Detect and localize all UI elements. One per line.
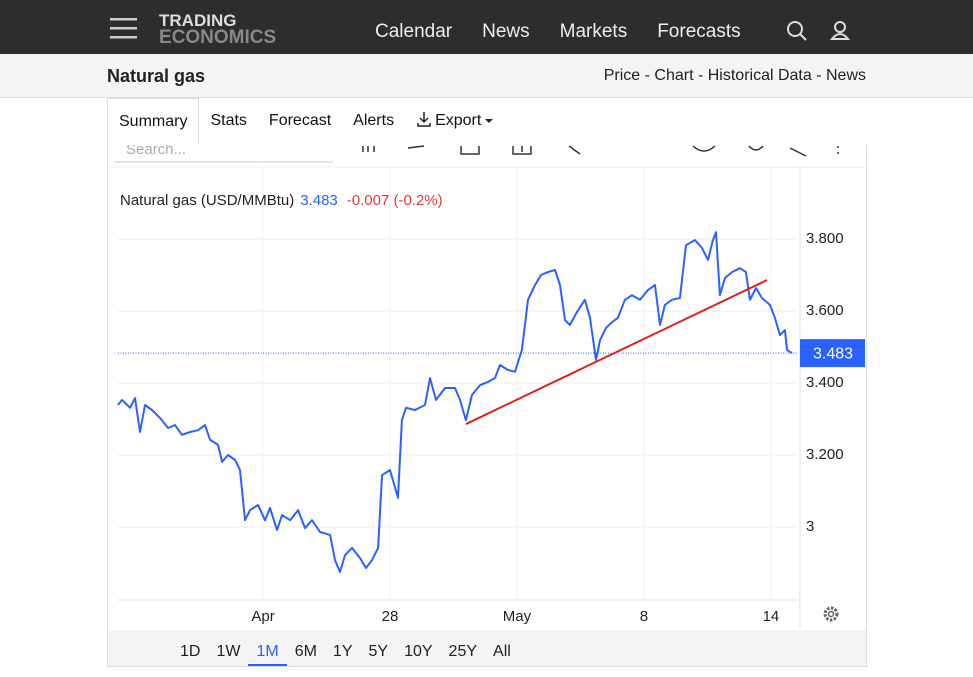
sub-bar: Natural gas Price - Chart - Historical D…: [0, 54, 973, 98]
range-bar: 1D 1W 1M 6M 1Y 5Y 10Y 25Y All: [108, 630, 866, 666]
last-price-badge: [800, 339, 865, 368]
x-tick-label: Apr: [251, 608, 274, 625]
price-line: [117, 231, 793, 573]
range-button[interactable]: 5Y: [368, 643, 389, 660]
logo-bottom[interactable]: ECONOMICS: [159, 27, 277, 48]
range-button[interactable]: 1M: [248, 630, 287, 666]
range-button[interactable]: 10Y: [404, 643, 433, 660]
range-button[interactable]: All: [493, 643, 511, 660]
nav-link[interactable]: Markets: [559, 21, 628, 42]
x-tick-label: 14: [763, 608, 780, 625]
last-price-badge-label: 3.483: [813, 345, 853, 362]
y-tick-label: 3.200: [806, 446, 844, 463]
search-input: Search...: [126, 145, 186, 158]
tab-label[interactable]: Summary: [119, 113, 188, 130]
legend-name: Natural gas (USD/MMBtu): [120, 192, 294, 209]
y-tick-label: 3.600: [806, 302, 844, 319]
tab[interactable]: Stats: [199, 98, 257, 144]
tab[interactable]: Export: [405, 98, 505, 144]
range-button[interactable]: 1D: [180, 643, 201, 660]
range-button[interactable]: 1Y: [332, 643, 353, 660]
chart: Search... Apr 28 May 8 14 3 3.200 3.400 3.600 3.80…: [108, 145, 865, 629]
toolbar-icons: [362, 145, 839, 157]
legend-change: -0.007 (-0.2%): [347, 192, 443, 209]
y-tick-label: 3.400: [806, 374, 844, 391]
range-button[interactable]: 25Y: [448, 643, 478, 660]
range-button[interactable]: 6M: [294, 643, 317, 660]
legend-last: 3.483: [300, 192, 338, 209]
x-tick-label: May: [503, 608, 532, 625]
range-button[interactable]: 1W: [216, 643, 241, 660]
y-tick-label: 3: [806, 518, 814, 535]
export-icon: [417, 112, 431, 127]
chart-container: [107, 145, 867, 667]
header-links[interactable]: Price - Chart - Historical Data - News: [603, 67, 866, 84]
legend: Natural gas (USD/MMBtu) 3.483 -0.007 (-0.2…: [120, 192, 443, 209]
tab[interactable]: Alerts: [342, 98, 405, 144]
tab-label[interactable]: Export: [435, 112, 482, 129]
menu-icon[interactable]: [110, 18, 138, 40]
nav-icons: [787, 21, 851, 41]
tab-label[interactable]: Stats: [210, 112, 247, 129]
tabs: Summary Stats Forecast Alerts Export: [107, 98, 505, 144]
tab-label[interactable]: Alerts: [353, 112, 395, 129]
settings-icon: [823, 606, 839, 622]
nav-links: Calendar News Markets Forecasts: [360, 0, 756, 54]
logo-top[interactable]: TRADING: [159, 11, 237, 30]
x-tick-label: 28: [382, 608, 399, 625]
page-title: Natural gas: [107, 66, 206, 86]
tab-label[interactable]: Forecast: [268, 112, 332, 129]
trendline: [465, 279, 768, 425]
nav-link[interactable]: News: [482, 21, 530, 42]
nav-link[interactable]: Calendar: [375, 21, 453, 42]
settings-icon-hole: [827, 610, 835, 618]
tab[interactable]: Summary: [107, 98, 200, 144]
y-tick-label: 3.800: [806, 230, 844, 247]
tab[interactable]: Forecast: [258, 98, 342, 144]
x-tick-label: 8: [640, 608, 648, 625]
dropdown-caret: [485, 119, 494, 123]
top-bar: TRADING ECONOMICS Calendar News Markets For…: [0, 0, 973, 54]
nav-link[interactable]: Forecasts: [657, 21, 741, 42]
